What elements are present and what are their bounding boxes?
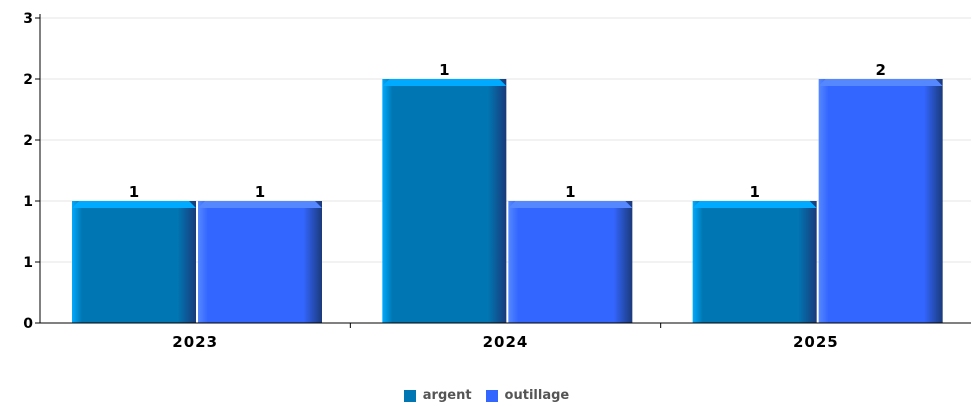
data-label-outillage-2024: 1 [565,183,575,201]
x-category-label: 2025 [793,333,839,351]
bar-outillage-2025[interactable] [818,79,943,323]
data-label-argent-2023: 1 [129,183,139,201]
legend: argent outillage [0,388,973,403]
y-tick-label: 1 [23,194,33,210]
chart: 0 1 1 2 2 3 1 1 2023 1 1 2024 1 2 2025 [23,11,971,351]
x-category-label: 2023 [172,333,218,351]
axes [35,14,971,328]
y-tick-label: 2 [23,133,33,149]
legend-item-argent[interactable]: argent [403,388,472,403]
bar-outillage-2023[interactable] [198,201,322,323]
y-tick-label: 0 [23,316,33,332]
data-label-argent-2024: 1 [439,61,449,79]
bars [72,79,943,323]
legend-item-outillage[interactable]: outillage [485,388,570,403]
data-label-outillage-2025: 2 [875,61,885,79]
data-label-outillage-2023: 1 [255,183,265,201]
legend-label-argent: argent [422,388,472,403]
labels: 0 1 1 2 2 3 1 1 2023 1 1 2024 1 2 2025 [23,11,886,351]
legend-swatch-argent [403,389,416,402]
legend-swatch-outillage [485,389,498,402]
y-tick-label: 2 [23,72,33,88]
bar-argent-2023[interactable] [72,201,196,323]
data-label-argent-2025: 1 [749,183,759,201]
x-category-label: 2024 [483,333,529,351]
legend-label-outillage: outillage [504,388,570,403]
y-tick-label: 3 [23,11,33,27]
y-tick-label: 1 [23,255,33,271]
bar-argent-2024[interactable] [382,79,507,323]
bar-outillage-2024[interactable] [508,201,633,323]
bar-argent-2025[interactable] [692,201,817,323]
